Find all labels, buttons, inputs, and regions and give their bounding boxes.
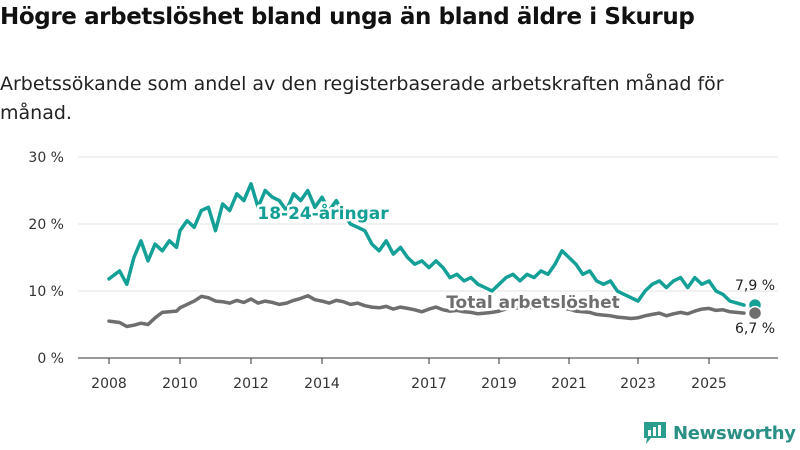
chart-subtitle: Arbetssökande som andel av den registerb…: [0, 73, 724, 124]
newsworthy-logo: Newsworthy: [643, 419, 796, 447]
series-name-total: Total arbetslöshet: [446, 293, 620, 313]
x-tick-label: 2010: [162, 376, 198, 392]
y-tick-label: 30 %: [28, 150, 64, 166]
y-tick-label: 20 %: [28, 217, 64, 233]
series-name-halo: 18-24-åringar: [257, 202, 389, 224]
x-tick-label: 2014: [304, 376, 340, 392]
series: [105, 180, 748, 330]
y-tick-label: 10 %: [28, 284, 64, 300]
series-line-youth: [107, 182, 746, 307]
x-tick-label: 2023: [620, 376, 656, 392]
series-labels: 7,9 %6,7 %18-24-åringar18-24-åringarTota…: [255, 200, 775, 338]
end-label-total: 6,7 %: [735, 321, 775, 337]
x-tick-label: 2021: [551, 376, 587, 392]
series-name-youth: 18-24-åringar: [257, 202, 389, 224]
x-tick-label: 2008: [91, 376, 127, 392]
chart-title: Högre arbetslöshet bland unga än bland ä…: [0, 4, 695, 30]
x-tick-label: 2025: [691, 376, 727, 392]
x-tick-label: 2012: [233, 376, 269, 392]
brand-name: Newsworthy: [673, 422, 796, 444]
series-line-total: [107, 293, 746, 329]
end-point-total: [747, 305, 763, 321]
y-tick-label: 0 %: [37, 351, 64, 367]
axes: 0 % 10 % 20 % 30 % 2008 2010 2012 2014 2017 2019 2…: [28, 150, 778, 392]
series-name-halo: Total arbetslöshet: [446, 293, 620, 313]
x-tick-label: 2019: [481, 376, 517, 392]
end-label-youth: 7,9 %: [735, 278, 775, 294]
x-tick-label: 2017: [411, 376, 447, 392]
bar-chart-logo-icon: [644, 422, 666, 444]
